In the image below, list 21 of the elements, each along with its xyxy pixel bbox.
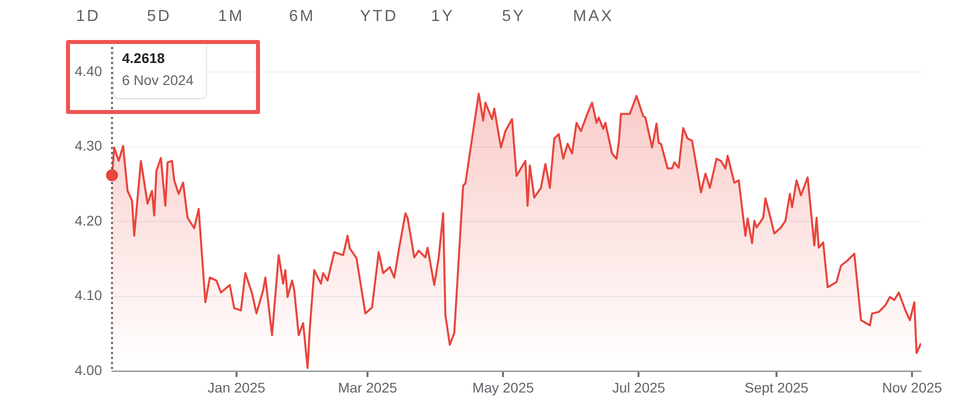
text: 5Y xyxy=(502,8,527,26)
x-tick-label: Mar 2025 xyxy=(338,379,398,396)
x-tick-label: Jan 2025 xyxy=(208,379,266,396)
x-tick-label: Jul 2025 xyxy=(612,379,666,396)
text: MAX xyxy=(573,8,615,26)
text: 1D xyxy=(76,8,102,26)
x-tick-label: Sept 2025 xyxy=(744,379,809,396)
text: 4.2618 xyxy=(122,50,166,66)
x-tick-label: May 2025 xyxy=(472,379,534,396)
x-tick-label: Nov 2025 xyxy=(882,379,942,396)
y-tick-label: 4.00 xyxy=(74,362,102,378)
text: 6M xyxy=(289,8,316,26)
text: 1Y xyxy=(431,8,456,26)
text: 1M xyxy=(218,8,246,26)
annotation: 6 Nov 2024 xyxy=(122,72,194,88)
y-tick-label: 4.20 xyxy=(74,212,102,228)
y-tick-label: 4.30 xyxy=(74,138,102,154)
text: YTD xyxy=(360,8,399,26)
y-tick-label: 4.40 xyxy=(74,62,102,79)
text: 5D xyxy=(147,8,172,26)
y-tick-label: 4.10 xyxy=(74,287,102,304)
